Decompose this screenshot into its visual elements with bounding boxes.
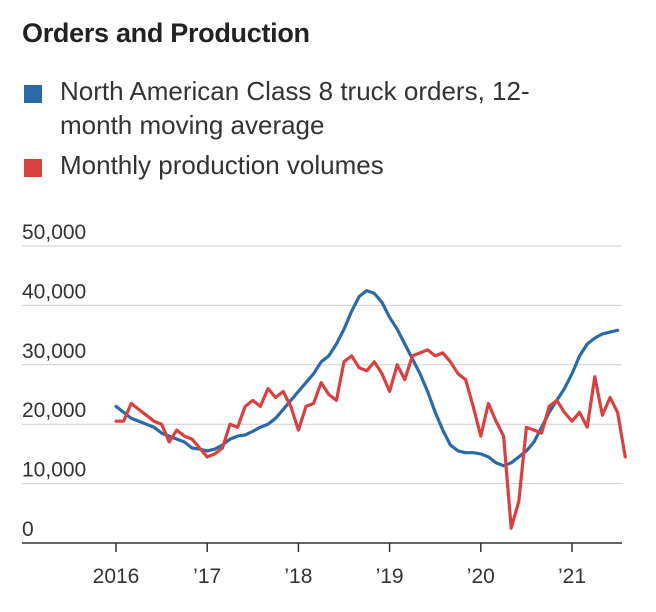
- legend: North American Class 8 truck orders, 12-…: [22, 74, 642, 188]
- legend-swatch-production: [24, 159, 42, 177]
- y-tick-label-30000: 30,000: [22, 340, 86, 363]
- y-tick-label-20000: 20,000: [22, 399, 86, 422]
- legend-item-production: Monthly production volumes: [22, 148, 642, 182]
- y-tick-label-10000: 10,000: [22, 459, 86, 482]
- grid-lines: [22, 245, 622, 485]
- x-tick-label-2018: ’18: [284, 565, 312, 588]
- y-tick-label-40000: 40,000: [22, 280, 86, 303]
- legend-item-orders: North American Class 8 truck orders, 12-…: [22, 74, 642, 142]
- chart-title: Orders and Production: [22, 18, 310, 48]
- y-axis-ticks: 50,000 40,000 30,000 20,000 10,000 0: [22, 221, 86, 541]
- x-axis: 2016 ’17 ’18 ’19 ’20 ’21: [22, 542, 622, 588]
- x-tick-label-2020: ’20: [467, 565, 495, 588]
- y-tick-label-0: 0: [22, 518, 34, 541]
- legend-label-orders: North American Class 8 truck orders, 12-…: [60, 76, 530, 140]
- series-lines: [114, 289, 627, 530]
- x-tick-label-2021: ’21: [558, 565, 586, 588]
- x-tick-label-2016: 2016: [93, 565, 140, 588]
- legend-label-production: Monthly production volumes: [60, 150, 384, 180]
- legend-swatch-orders: [24, 85, 42, 103]
- x-tick-label-2017: ’17: [193, 565, 221, 588]
- y-tick-label-50000: 50,000: [22, 221, 86, 244]
- x-tick-label-2019: ’19: [376, 565, 404, 588]
- production-line: [114, 348, 627, 530]
